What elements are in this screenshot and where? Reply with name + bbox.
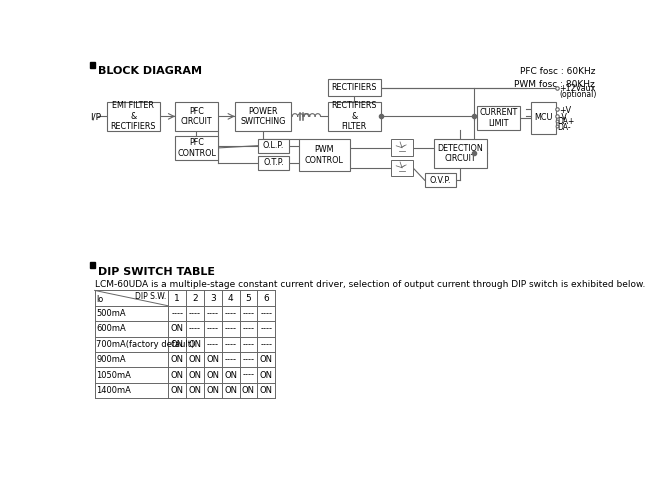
Text: 500mA: 500mA xyxy=(96,309,126,318)
Text: EMI FILTER
&
RECTIFIERS: EMI FILTER & RECTIFIERS xyxy=(111,101,156,131)
Text: ON: ON xyxy=(206,355,219,364)
Text: ON: ON xyxy=(171,355,184,364)
Text: O.T.P.: O.T.P. xyxy=(263,158,284,167)
Text: PFC
CIRCUIT: PFC CIRCUIT xyxy=(181,107,212,126)
Bar xyxy=(391,159,413,176)
Text: 1: 1 xyxy=(174,294,180,302)
Text: +12Vaux: +12Vaux xyxy=(559,84,596,93)
Text: ----: ---- xyxy=(189,324,201,334)
Text: ON: ON xyxy=(206,371,219,380)
Text: PWM
CONTROL: PWM CONTROL xyxy=(305,145,344,164)
Text: LCM-60UDA is a multiple-stage constant current driver, selection of output curre: LCM-60UDA is a multiple-stage constant c… xyxy=(94,280,645,289)
Text: PFC fosc : 60KHz
PWM fosc : 80KHz: PFC fosc : 60KHz PWM fosc : 80KHz xyxy=(515,67,595,89)
Bar xyxy=(478,105,520,130)
Text: MCU: MCU xyxy=(534,113,553,122)
Text: ON: ON xyxy=(260,386,273,395)
Text: ON: ON xyxy=(188,386,202,395)
Text: ----: ---- xyxy=(189,309,201,318)
Bar xyxy=(328,102,381,131)
Text: ----: ---- xyxy=(224,309,237,318)
Text: O.L.P.: O.L.P. xyxy=(263,141,284,150)
Text: ----: ---- xyxy=(224,324,237,334)
Text: ----: ---- xyxy=(224,355,237,364)
Text: ----: ---- xyxy=(243,340,255,349)
Text: ON: ON xyxy=(224,386,237,395)
Text: ----: ---- xyxy=(207,324,219,334)
Text: RECTIFIERS
&
FILTER: RECTIFIERS & FILTER xyxy=(332,101,377,131)
Bar xyxy=(107,102,159,131)
Bar xyxy=(531,102,555,134)
Bar xyxy=(328,79,381,97)
Text: +V: +V xyxy=(559,106,572,115)
Text: ----: ---- xyxy=(224,340,237,349)
Text: ----: ---- xyxy=(243,371,255,380)
Text: ----: ---- xyxy=(260,340,272,349)
Text: 4: 4 xyxy=(228,294,233,302)
Text: -V: -V xyxy=(559,113,567,122)
Text: DIP S.W.: DIP S.W. xyxy=(135,292,166,301)
Text: CURRENT
LIMIT: CURRENT LIMIT xyxy=(480,108,518,128)
Text: DA+: DA+ xyxy=(557,117,575,126)
Text: ----: ---- xyxy=(207,340,219,349)
Text: DETECTION
CIRCUIT: DETECTION CIRCUIT xyxy=(438,144,483,163)
Text: O.V.P.: O.V.P. xyxy=(429,176,451,185)
Text: 600mA: 600mA xyxy=(96,324,126,334)
Text: I/P: I/P xyxy=(90,113,101,122)
Text: POWER
SWITCHING: POWER SWITCHING xyxy=(240,107,285,126)
Text: ----: ---- xyxy=(260,309,272,318)
Text: ON: ON xyxy=(188,371,202,380)
Text: PFC
CONTROL: PFC CONTROL xyxy=(177,138,216,157)
Text: ON: ON xyxy=(260,355,273,364)
Text: 1050mA: 1050mA xyxy=(96,371,131,380)
Text: ON: ON xyxy=(171,340,184,349)
Bar xyxy=(299,139,350,171)
Text: DIP SWITCH TABLE: DIP SWITCH TABLE xyxy=(98,266,214,277)
Text: (optional): (optional) xyxy=(559,90,597,99)
Text: ON: ON xyxy=(242,386,255,395)
Text: ON: ON xyxy=(171,371,184,380)
Text: ----: ---- xyxy=(243,309,255,318)
Text: DA-: DA- xyxy=(557,123,571,132)
Bar xyxy=(235,102,291,131)
Text: 700mA(factory default): 700mA(factory default) xyxy=(96,340,194,349)
Text: 1400mA: 1400mA xyxy=(96,386,131,395)
Bar xyxy=(434,139,486,168)
Text: ON: ON xyxy=(188,355,202,364)
Text: ----: ---- xyxy=(260,324,272,334)
Bar xyxy=(175,102,218,131)
Text: ----: ---- xyxy=(243,324,255,334)
Bar xyxy=(90,62,95,68)
Text: 3: 3 xyxy=(210,294,216,302)
Bar xyxy=(391,140,413,156)
Text: 900mA: 900mA xyxy=(96,355,126,364)
Text: ----: ---- xyxy=(171,309,183,318)
Bar xyxy=(175,137,218,159)
Text: 6: 6 xyxy=(263,294,269,302)
Bar xyxy=(425,173,456,187)
Text: ON: ON xyxy=(171,324,184,334)
Text: Io: Io xyxy=(96,295,103,304)
Text: 5: 5 xyxy=(246,294,251,302)
Text: ON: ON xyxy=(171,386,184,395)
Text: 2: 2 xyxy=(192,294,198,302)
Text: ON: ON xyxy=(188,340,202,349)
Bar xyxy=(258,155,289,169)
Text: ON: ON xyxy=(260,371,273,380)
Bar xyxy=(258,139,289,152)
Bar xyxy=(90,262,95,268)
Text: ON: ON xyxy=(224,371,237,380)
Text: ON: ON xyxy=(206,386,219,395)
Text: ----: ---- xyxy=(243,355,255,364)
Text: RECTIFIERS: RECTIFIERS xyxy=(332,83,377,93)
Text: ----: ---- xyxy=(207,309,219,318)
Text: BLOCK DIAGRAM: BLOCK DIAGRAM xyxy=(98,66,202,76)
